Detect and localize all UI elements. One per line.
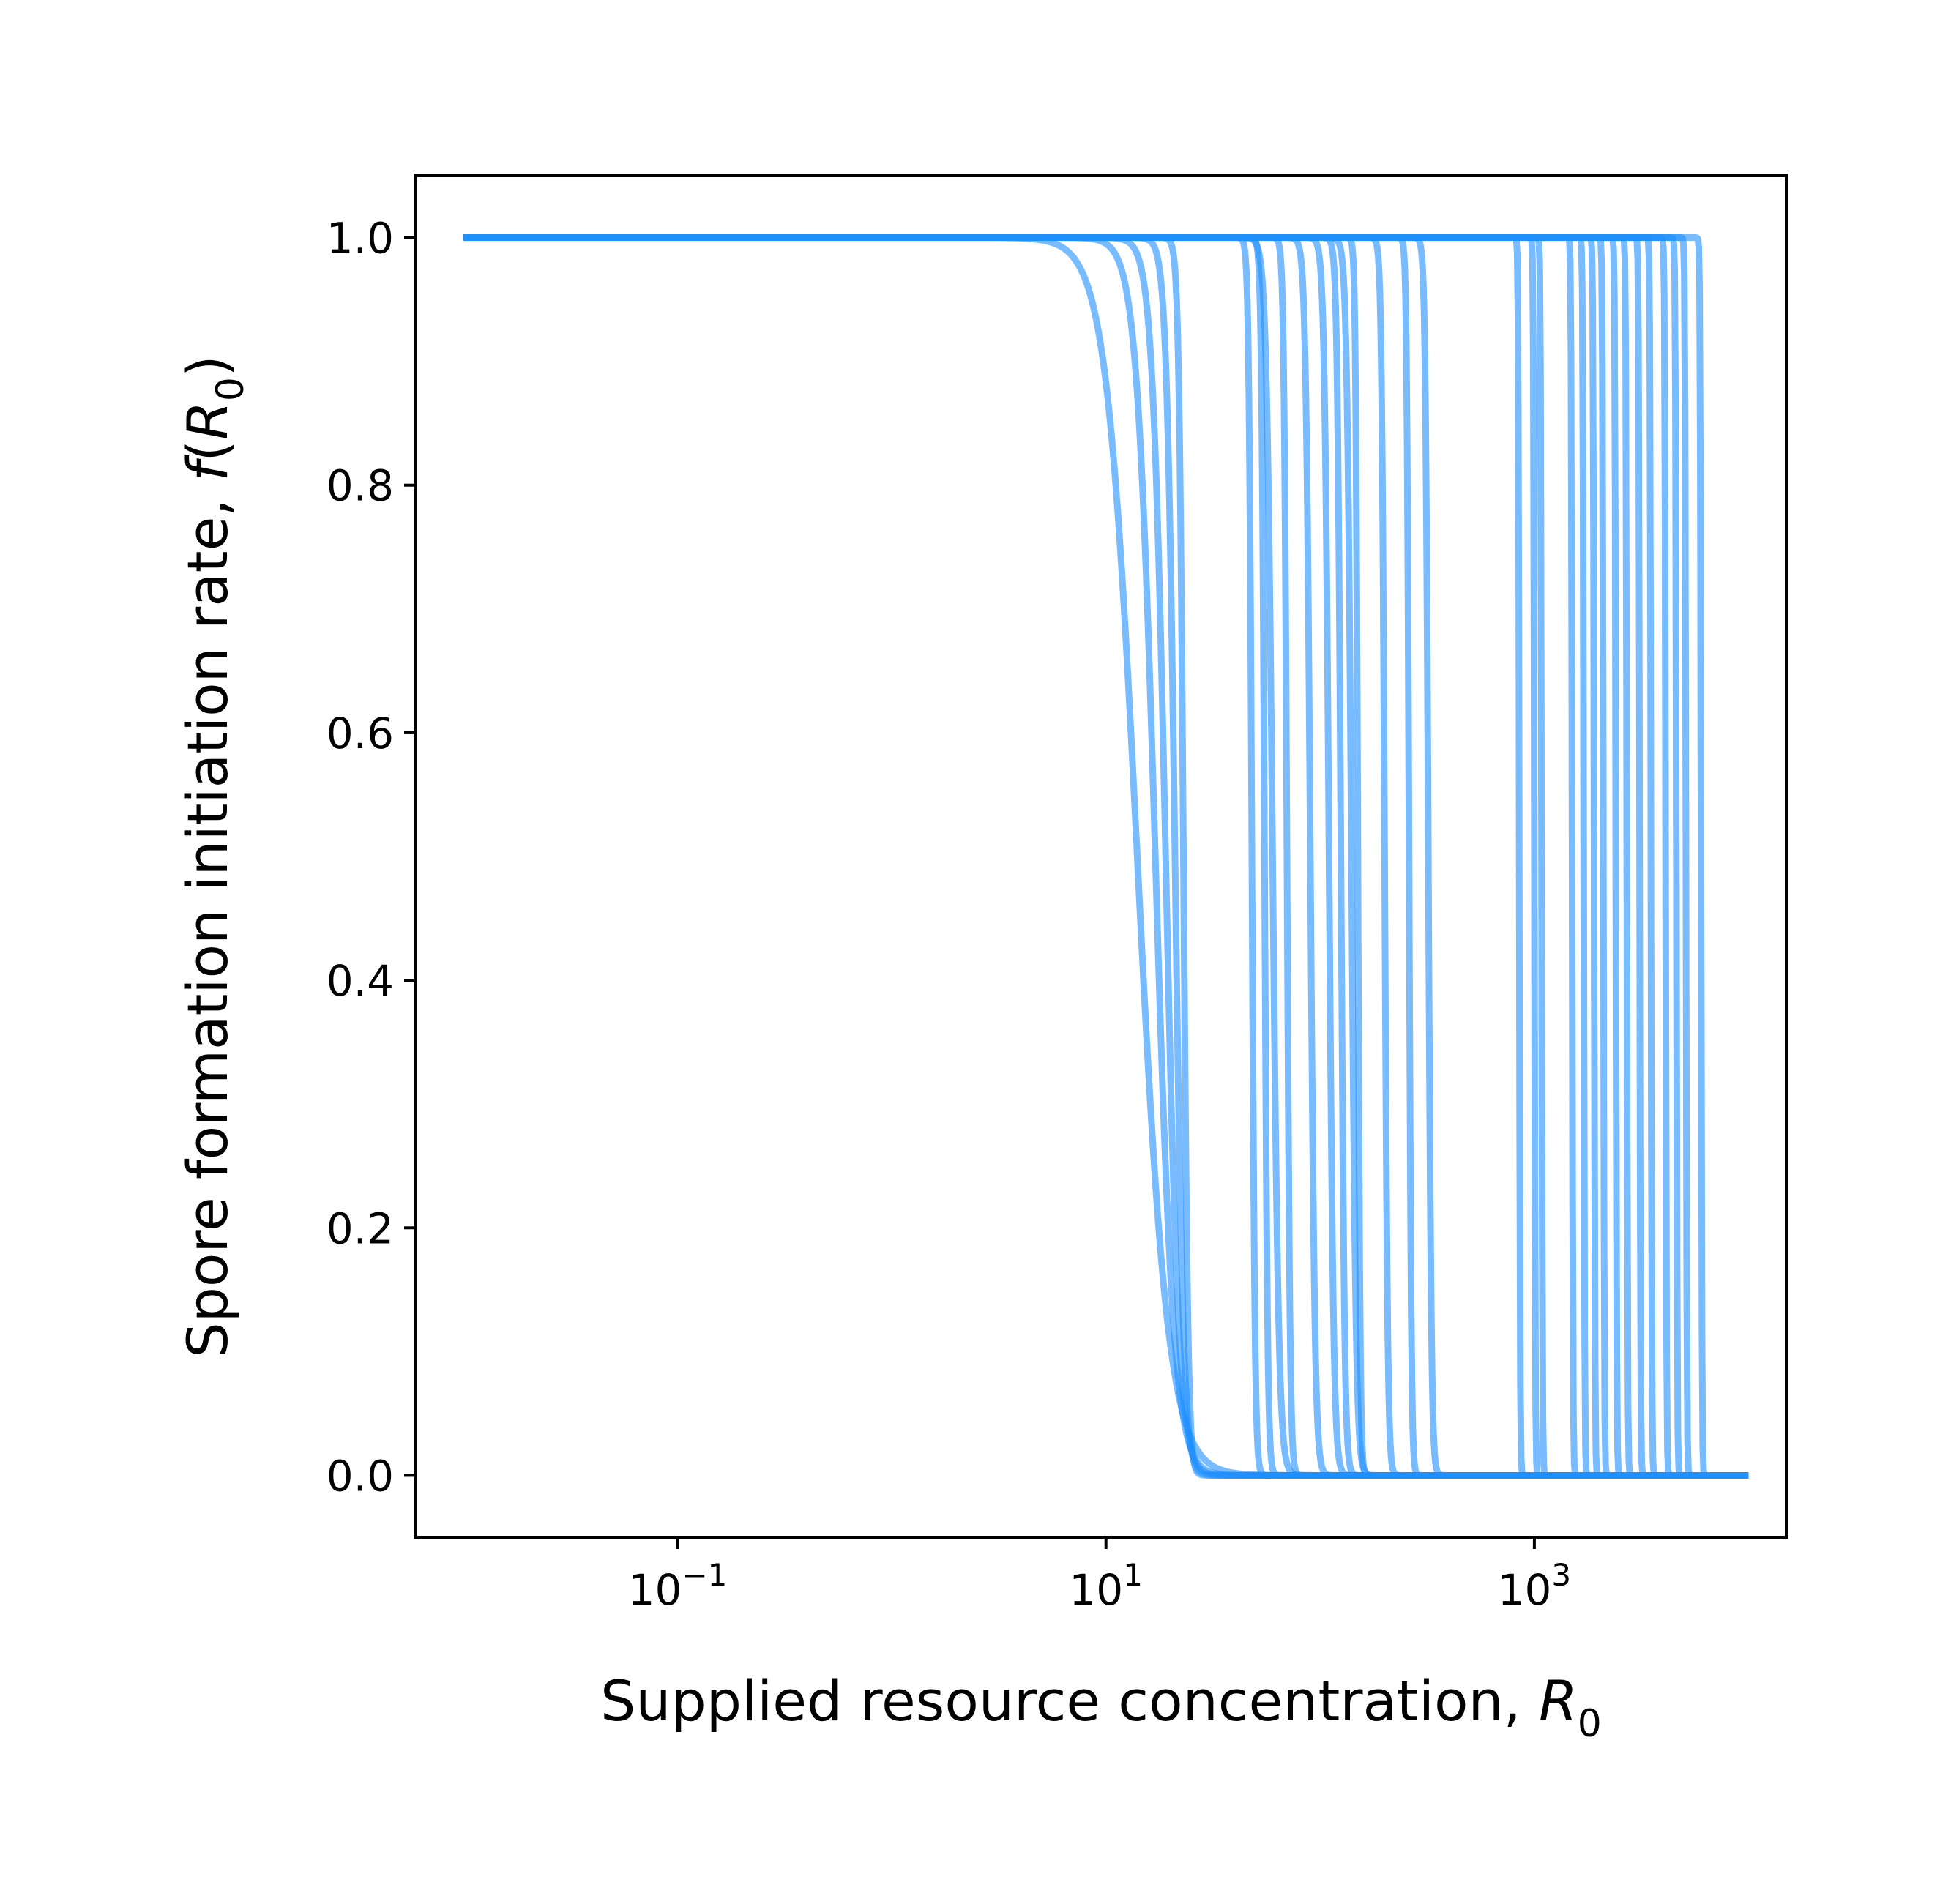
y-tick-label-4: 0.6 — [327, 709, 394, 758]
y-axis-ticks: 0.0 0.2 0.4 0.6 0.8 1.0 — [327, 214, 416, 1501]
y-axis-title-text: Spore formation initiation rate, — [175, 481, 240, 1357]
y-axis-title-close: ) — [175, 355, 240, 377]
y-axis-title-var: R — [175, 401, 240, 440]
x-tick-label-3: 103 — [1498, 1557, 1572, 1615]
series-line-32 — [460, 234, 1751, 1479]
x-tick-label-2: 101 — [1069, 1557, 1143, 1615]
y-axis-title-sub: 0 — [209, 377, 253, 401]
y-tick-label-3: 0.4 — [327, 956, 394, 1006]
series-layer — [460, 234, 1751, 1479]
x-axis-title-var: R — [1539, 1668, 1578, 1733]
y-tick-label-1: 0.0 — [327, 1451, 394, 1501]
x-axis-title-sub: 0 — [1578, 1702, 1602, 1746]
y-axis-title: Spore formation initiation rate, f(R0) — [175, 355, 253, 1357]
y-tick-label-5: 0.8 — [327, 461, 394, 511]
x-axis-ticks: 10−1 101 103 — [628, 1537, 1572, 1615]
y-tick-label-2: 0.2 — [327, 1203, 394, 1253]
y-tick-label-6: 1.0 — [327, 214, 394, 264]
plot-frame — [414, 174, 1788, 1539]
x-axis-title: Supplied resource concentration, R0 — [600, 1668, 1602, 1746]
x-axis-title-text: Supplied resource concentration, — [600, 1668, 1539, 1733]
y-axis-title-open: ( — [175, 440, 240, 462]
x-tick-label-1: 10−1 — [628, 1557, 728, 1615]
